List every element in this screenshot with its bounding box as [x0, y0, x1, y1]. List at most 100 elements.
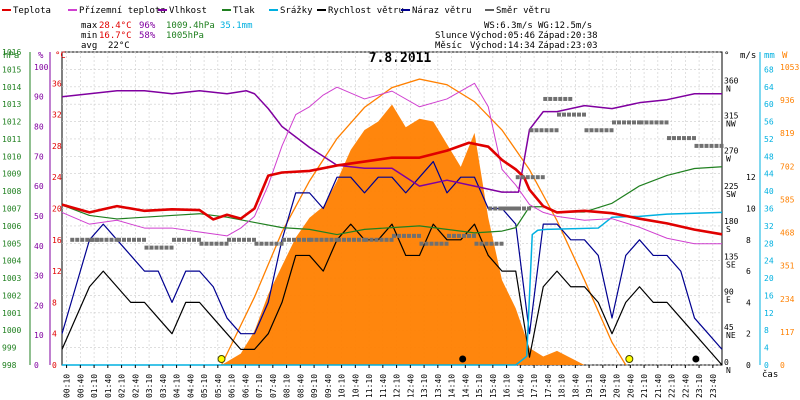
x-tick-label: 02:40: [131, 374, 140, 398]
hpa-tick-label: 1002: [2, 291, 21, 300]
wind-direction-point: [694, 143, 699, 148]
wm2-tick-label: 936: [780, 96, 795, 105]
wind-direction-point: [699, 143, 704, 148]
wind-direction-point: [297, 237, 301, 242]
wind-direction-point: [314, 237, 319, 242]
wind-direction-point: [692, 136, 696, 141]
wind-direction-point: [94, 237, 99, 242]
wind-direction-point: [279, 241, 284, 246]
wind-direction-point: [599, 128, 604, 133]
wind-direction-point: [352, 237, 356, 242]
x-tick-label: 09:10: [310, 374, 319, 398]
wind-direction-point: [132, 237, 136, 242]
wind-direction-point: [472, 233, 476, 238]
ms-axis-unit: m/s: [740, 51, 756, 61]
rain-line: [62, 211, 723, 366]
stats-max-temp: 28.4°C: [99, 21, 132, 31]
wind-direction-point: [604, 128, 609, 133]
x-tick-label: 23:40: [709, 374, 718, 398]
wind-direction-point: [527, 206, 531, 211]
wind-direction-point: [219, 241, 224, 246]
plot-area: [61, 78, 724, 366]
wind-direction-point: [582, 112, 586, 117]
ms-tick-label: 6: [746, 267, 751, 276]
wind-direction-point: [247, 237, 251, 242]
wind-direction-point: [419, 241, 424, 246]
pct-tick-label: 50: [34, 212, 44, 221]
wind-direction-point: [89, 237, 94, 242]
wind-direction-point: [502, 206, 506, 211]
wind-direction-point: [612, 120, 616, 125]
wind-direction-point: [444, 241, 449, 246]
deg-tick-label: 180: [724, 217, 739, 226]
x-tick-label: 11:10: [365, 374, 374, 398]
mm-tick-label: 68: [764, 65, 774, 74]
wind-direction-point: [548, 96, 553, 101]
x-tick-label: 11:40: [379, 374, 388, 398]
wm2-tick-label: 468: [780, 229, 795, 238]
wind-direction-point: [544, 128, 549, 133]
x-tick-label: 03:40: [159, 374, 168, 398]
wind-direction-point: [462, 233, 466, 238]
wind-direction-point: [269, 241, 274, 246]
moon-set: Západ:23:03: [538, 41, 598, 51]
wind-direction-point: [122, 237, 126, 242]
wind-direction-point: [282, 237, 286, 242]
wind-direction-point: [324, 237, 329, 242]
stats-max-hum: 96%: [139, 21, 156, 31]
x-tick-label: 22:40: [681, 374, 690, 398]
sun-rise: Východ:05:46: [470, 31, 535, 41]
mm-tick-label: 64: [764, 83, 774, 92]
wind-direction-point: [530, 175, 535, 180]
pct-tick-label: 0: [34, 361, 39, 370]
x-tick-label: 01:10: [90, 374, 99, 398]
hpa-tick-label: 1015: [2, 65, 21, 74]
temp-tick-label: 16: [52, 236, 62, 245]
wind-direction-point: [379, 237, 384, 242]
temp-tick-label: 0: [52, 361, 57, 370]
moonrise-marker: [459, 355, 467, 363]
wm2-tick-label: 234: [780, 295, 795, 304]
legend: Teplota Přízemní teplota Vlhkost Tlak Srážky…: [2, 6, 550, 16]
ms-tick-label: 8: [746, 236, 751, 245]
wind-direction-point: [589, 128, 594, 133]
x-tick-label: 00:10: [63, 374, 72, 398]
wind-direction-point: [80, 237, 85, 242]
wind-direction-point: [515, 175, 520, 180]
wind-direction-point: [224, 241, 229, 246]
wind-direction-point: [104, 237, 109, 242]
deg-tick-label: 0: [724, 358, 729, 367]
ms-tick-label: 10: [746, 205, 756, 214]
hpa-tick-label: 1013: [2, 100, 21, 109]
x-tick-label: 18:40: [571, 374, 580, 398]
wind-direction-point: [439, 241, 444, 246]
pct-tick-label: 10: [34, 331, 44, 340]
wind-direction-point: [549, 128, 554, 133]
wind-direction-point: [307, 237, 311, 242]
hpa-tick-label: 1004: [2, 257, 21, 266]
wind-direction-point: [534, 128, 539, 133]
legend-label: Přízemní teplota: [79, 6, 166, 16]
pct-axis-unit: %: [38, 51, 44, 61]
deg-tick-label: 360: [724, 76, 739, 85]
wind-direction-point: [319, 237, 324, 242]
hpa-tick-label: 1010: [2, 152, 21, 161]
wind-direction-point: [493, 206, 498, 211]
temp-tick-label: 12: [52, 267, 62, 276]
wind-direction-point: [577, 112, 581, 117]
wind-direction-point: [337, 237, 341, 242]
wind-direction-point: [164, 245, 169, 250]
pct-tick-label: 80: [34, 123, 44, 132]
deg-tick-dir: NW: [726, 120, 736, 129]
hpa-tick-label: 999: [2, 344, 17, 353]
wind-direction-point: [572, 112, 576, 117]
wind-direction-point: [329, 237, 334, 242]
mm-tick-label: 40: [764, 187, 774, 196]
hpa-tick-label: 1001: [2, 309, 21, 318]
wind-direction-point: [672, 136, 676, 141]
wind-direction-point: [412, 233, 416, 238]
wind-direction-point: [159, 245, 164, 250]
wind-direction-point: [232, 237, 236, 242]
wind-direction-point: [457, 233, 461, 238]
stats-min-temp: 16.7°C: [99, 31, 132, 41]
